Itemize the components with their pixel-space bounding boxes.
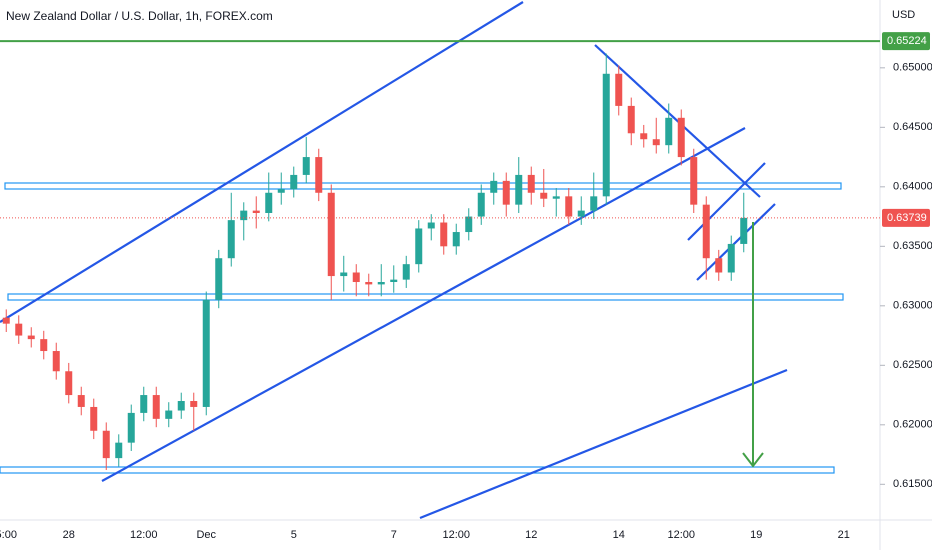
x-tick-label: 12:00 <box>442 529 470 541</box>
candle-body <box>265 192 273 213</box>
arrow-head <box>742 452 764 468</box>
candle-body <box>302 157 310 175</box>
x-tick-label: 12 <box>525 529 537 541</box>
candle-body <box>352 272 360 283</box>
y-tick-label: 0.61500 <box>893 478 932 490</box>
candle-body <box>727 243 735 273</box>
chart-title: New Zealand Dollar / U.S. Dollar, 1h, FO… <box>6 9 273 23</box>
x-tick-label: Dec <box>196 529 216 541</box>
y-tick-label: 0.65000 <box>893 62 932 74</box>
trendline <box>0 1 524 323</box>
trendline <box>696 203 776 281</box>
y-tick-label: 0.63000 <box>893 300 932 312</box>
x-tick-label: 5 <box>291 529 297 541</box>
candle-body <box>202 299 210 407</box>
zone <box>0 466 835 474</box>
candle-body <box>2 317 10 324</box>
candle-body <box>340 272 348 277</box>
candle-body <box>577 210 585 217</box>
y-tick-label: 0.64000 <box>893 181 932 193</box>
candle-body <box>490 180 498 193</box>
candle-body <box>152 395 160 419</box>
candle-body <box>402 264 410 280</box>
trendline <box>101 127 746 482</box>
candle-body <box>140 395 148 413</box>
drawings <box>0 1 844 520</box>
last_price-tag <box>882 208 930 227</box>
candle-body <box>590 196 598 211</box>
candle-body <box>515 174 523 205</box>
candle-body <box>477 192 485 217</box>
candle-body <box>615 73 623 106</box>
candle-body <box>427 222 435 229</box>
zone <box>4 182 842 190</box>
candle-body <box>740 217 748 244</box>
candle-body <box>277 189 285 193</box>
candle-body <box>27 335 35 340</box>
candle-body <box>65 371 73 396</box>
candle-body <box>190 401 198 407</box>
candle-body <box>165 410 173 419</box>
trendline <box>594 44 761 198</box>
candle-body <box>465 216 473 233</box>
candle-body <box>627 105 635 134</box>
x-tick-label: 19 <box>750 529 762 541</box>
candle-body <box>677 117 685 158</box>
candle-body <box>90 406 98 431</box>
candle-body <box>52 351 60 372</box>
candle-body <box>127 412 135 443</box>
level_line-tag <box>882 32 930 51</box>
candle-body <box>440 222 448 247</box>
candle-body <box>15 323 23 336</box>
x-tick-label: 28 <box>63 529 75 541</box>
candle-body <box>602 73 610 197</box>
candle-body <box>640 133 648 140</box>
candle-body <box>115 442 123 459</box>
candle-body <box>565 196 573 217</box>
y-tick-label: 0.63500 <box>893 240 932 252</box>
candle-body <box>215 258 223 300</box>
candle-body <box>527 174 535 193</box>
candle-body <box>702 204 710 259</box>
candle-body <box>540 192 548 199</box>
candle-body <box>365 282 373 285</box>
y-tick-label: 0.62500 <box>893 359 932 371</box>
candle-body <box>102 430 110 459</box>
candle-body <box>652 139 660 146</box>
x-tick-label: 12:00 <box>130 529 158 541</box>
y-tick-label: 0.64500 <box>893 121 932 133</box>
level_line-label: 0.65224 <box>887 35 927 47</box>
candle-body <box>252 210 260 213</box>
candle-body <box>377 282 385 285</box>
zone <box>7 293 844 301</box>
y-tick-label: 0.62000 <box>893 419 932 431</box>
candle-body <box>77 395 85 407</box>
candle-body <box>227 220 235 259</box>
candle-body <box>552 196 560 199</box>
x-tick-label: 14 <box>613 529 625 541</box>
candle-body <box>690 157 698 205</box>
candle-body <box>327 192 335 277</box>
candle-body <box>240 210 248 221</box>
trendline <box>419 368 788 520</box>
trendline <box>687 162 766 241</box>
candle-body <box>177 401 185 411</box>
x-tick-label: 12:00 <box>667 529 695 541</box>
candle-body <box>40 339 48 352</box>
x-tick-label: 7 <box>391 529 397 541</box>
candle-body <box>715 258 723 273</box>
candle-body <box>452 232 460 247</box>
axis-label: USD <box>892 9 915 21</box>
x-tick-label: 5:00 <box>0 529 17 541</box>
candle-body <box>315 157 323 193</box>
candle-body <box>390 279 398 283</box>
candle-body <box>502 180 510 205</box>
last_price-label: 0.63739 <box>887 212 927 224</box>
candle-body <box>665 117 673 146</box>
x-tick-label: 21 <box>838 529 850 541</box>
candle-body <box>415 228 423 265</box>
candle-body <box>290 174 298 190</box>
